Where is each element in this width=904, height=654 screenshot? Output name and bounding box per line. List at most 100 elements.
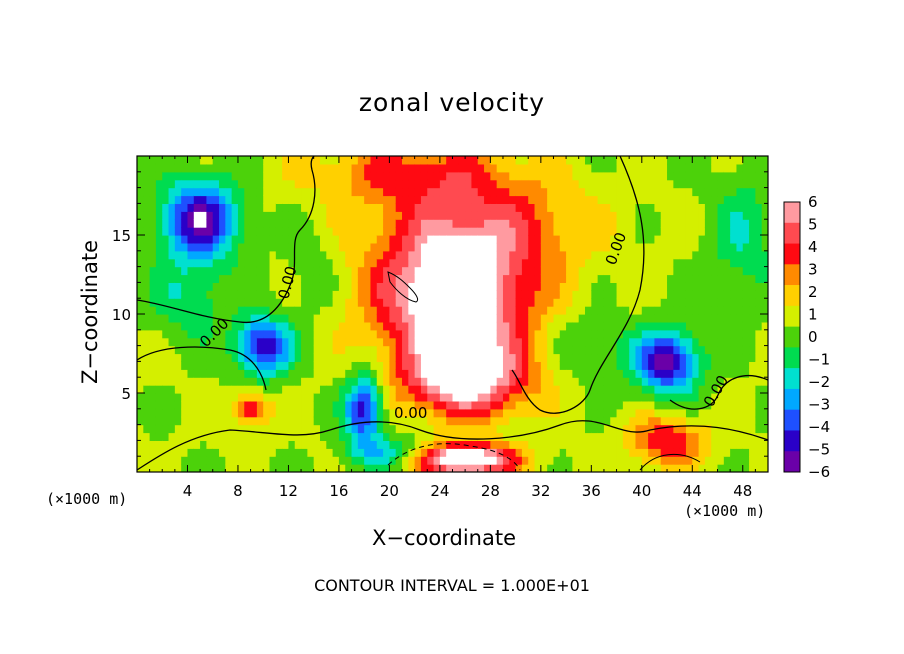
heatmap-cell bbox=[477, 266, 485, 276]
heatmap-cell bbox=[603, 400, 611, 410]
heatmap-cell bbox=[730, 298, 738, 307]
heatmap-cell bbox=[629, 290, 637, 299]
heatmap-cell bbox=[648, 448, 656, 457]
heatmap-cell bbox=[540, 400, 548, 410]
heatmap-cell bbox=[484, 242, 491, 252]
heatmap-cell bbox=[667, 203, 674, 212]
heatmap-cell bbox=[698, 408, 706, 418]
heatmap-cell bbox=[155, 440, 163, 449]
heatmap-cell bbox=[515, 432, 523, 441]
heatmap-cell bbox=[206, 258, 214, 268]
heatmap-cell bbox=[307, 187, 315, 197]
heatmap-cell bbox=[761, 203, 768, 212]
heatmap-cell bbox=[345, 156, 353, 165]
heatmap-cell bbox=[389, 385, 397, 394]
heatmap-cell bbox=[591, 250, 599, 260]
heatmap-cell bbox=[301, 156, 308, 165]
heatmap-cell bbox=[673, 211, 681, 220]
heatmap-cell bbox=[679, 314, 687, 323]
heatmap-cell bbox=[736, 377, 744, 386]
heatmap-cell bbox=[641, 306, 649, 315]
heatmap-cell bbox=[521, 195, 529, 204]
heatmap-cell bbox=[225, 416, 233, 426]
heatmap-cell bbox=[484, 377, 491, 386]
heatmap-cell bbox=[376, 298, 384, 307]
heatmap-cell bbox=[351, 211, 359, 220]
heatmap-cell bbox=[301, 179, 308, 189]
heatmap-cell bbox=[319, 314, 327, 323]
heatmap-cell bbox=[458, 337, 466, 347]
heatmap-cell bbox=[654, 464, 662, 472]
heatmap-cell bbox=[408, 314, 416, 323]
heatmap-cell bbox=[610, 424, 618, 434]
heatmap-cell bbox=[572, 408, 580, 418]
heatmap-cell bbox=[635, 187, 643, 197]
heatmap-cell bbox=[345, 195, 353, 204]
heatmap-cell bbox=[206, 203, 214, 212]
heatmap-cell bbox=[174, 314, 182, 323]
heatmap-cell bbox=[357, 282, 365, 291]
heatmap-cell bbox=[717, 448, 725, 457]
heatmap-cell bbox=[648, 345, 656, 355]
heatmap-cell bbox=[521, 171, 529, 181]
heatmap-cell bbox=[433, 377, 441, 386]
heatmap-cell bbox=[635, 369, 643, 378]
heatmap-cell bbox=[704, 329, 712, 339]
heatmap-cell bbox=[477, 369, 485, 378]
heatmap-cell bbox=[162, 156, 170, 165]
heatmap-cell bbox=[749, 416, 756, 426]
heatmap-cell bbox=[660, 377, 668, 386]
heatmap-cell bbox=[673, 163, 681, 173]
heatmap-cell bbox=[591, 369, 599, 378]
heatmap-cell bbox=[219, 321, 226, 331]
heatmap-cell bbox=[143, 266, 151, 276]
heatmap-cell bbox=[250, 219, 258, 228]
heatmap-cell bbox=[351, 432, 359, 441]
heatmap-cell bbox=[155, 171, 163, 181]
heatmap-cell bbox=[496, 416, 504, 426]
heatmap-cell bbox=[704, 156, 712, 165]
heatmap-cell bbox=[383, 369, 390, 378]
heatmap-cell bbox=[603, 464, 611, 472]
heatmap-cell bbox=[338, 282, 346, 291]
heatmap-cell bbox=[427, 187, 435, 197]
heatmap-cell bbox=[521, 393, 529, 402]
heatmap-cell bbox=[654, 314, 662, 323]
heatmap-cell bbox=[319, 163, 327, 173]
heatmap-cell bbox=[155, 408, 163, 418]
heatmap-cell bbox=[187, 290, 195, 299]
heatmap-cell bbox=[200, 298, 208, 307]
heatmap-cell bbox=[509, 456, 517, 465]
heatmap-cell bbox=[622, 298, 630, 307]
heatmap-cell bbox=[193, 456, 201, 465]
heatmap-cell bbox=[603, 448, 611, 457]
heatmap-cell bbox=[420, 408, 428, 418]
heatmap-cell bbox=[692, 377, 700, 386]
heatmap-cell bbox=[395, 369, 403, 378]
heatmap-cell bbox=[692, 282, 700, 291]
zero-contour-line bbox=[137, 346, 267, 391]
heatmap-cell bbox=[698, 187, 706, 197]
heatmap-cell bbox=[597, 464, 605, 472]
heatmap-cell bbox=[502, 448, 510, 457]
heatmap-cell bbox=[326, 321, 334, 331]
heatmap-cell bbox=[534, 187, 542, 197]
heatmap-cell bbox=[711, 195, 719, 204]
heatmap-cell bbox=[698, 274, 706, 283]
heatmap-cell bbox=[326, 250, 334, 260]
heatmap-cell bbox=[370, 400, 378, 410]
heatmap-cell bbox=[332, 424, 340, 434]
heatmap-cell bbox=[578, 242, 586, 252]
heatmap-cell bbox=[282, 156, 290, 165]
heatmap-cell bbox=[402, 242, 409, 252]
heatmap-cell bbox=[225, 195, 233, 204]
heatmap-cell bbox=[553, 400, 561, 410]
heatmap-cell bbox=[490, 211, 498, 220]
heatmap-cell bbox=[389, 195, 397, 204]
heatmap-cell bbox=[490, 369, 498, 378]
heatmap-cell bbox=[578, 187, 586, 197]
heatmap-cell bbox=[357, 219, 365, 228]
heatmap-cell bbox=[540, 345, 548, 355]
heatmap-cell bbox=[749, 424, 756, 434]
heatmap-cell bbox=[641, 195, 649, 204]
